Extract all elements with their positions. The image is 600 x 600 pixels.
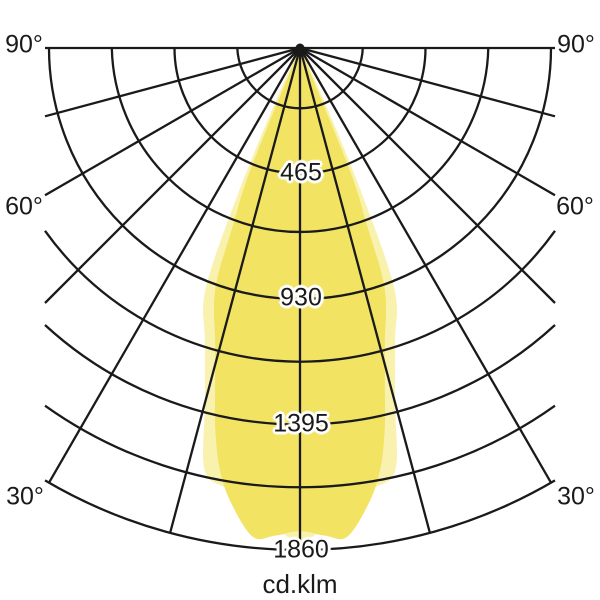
polar-ray-60deg — [299, 47, 556, 197]
polar-ray--75deg — [44, 46, 301, 118]
polar-ray--60deg — [44, 47, 301, 197]
polar-ray--30deg — [48, 47, 301, 484]
origin-point — [295, 43, 305, 53]
angle-label-90-right: 90° — [557, 30, 595, 59]
unit-label: cd.klm — [262, 569, 338, 599]
radial-label-1395: 1395 — [273, 409, 329, 438]
polar-ray-30deg — [299, 47, 552, 484]
polar-ray--45deg — [44, 47, 301, 304]
polar-ray--15deg — [168, 47, 302, 534]
angle-label-90-left: 90° — [5, 30, 43, 59]
angle-label-30-left: 30° — [6, 482, 44, 511]
angle-label-30-right: 30° — [557, 482, 595, 511]
polar-ray-45deg — [299, 47, 556, 304]
radial-label-465: 465 — [280, 158, 322, 187]
angle-label-60-right: 60° — [556, 192, 594, 221]
polar-ray-15deg — [298, 47, 432, 534]
angle-label-60-left: 60° — [5, 192, 43, 221]
polar-ray-75deg — [299, 46, 556, 118]
radial-label-1860: 1860 — [273, 535, 329, 564]
radial-label-930: 930 — [280, 283, 322, 312]
